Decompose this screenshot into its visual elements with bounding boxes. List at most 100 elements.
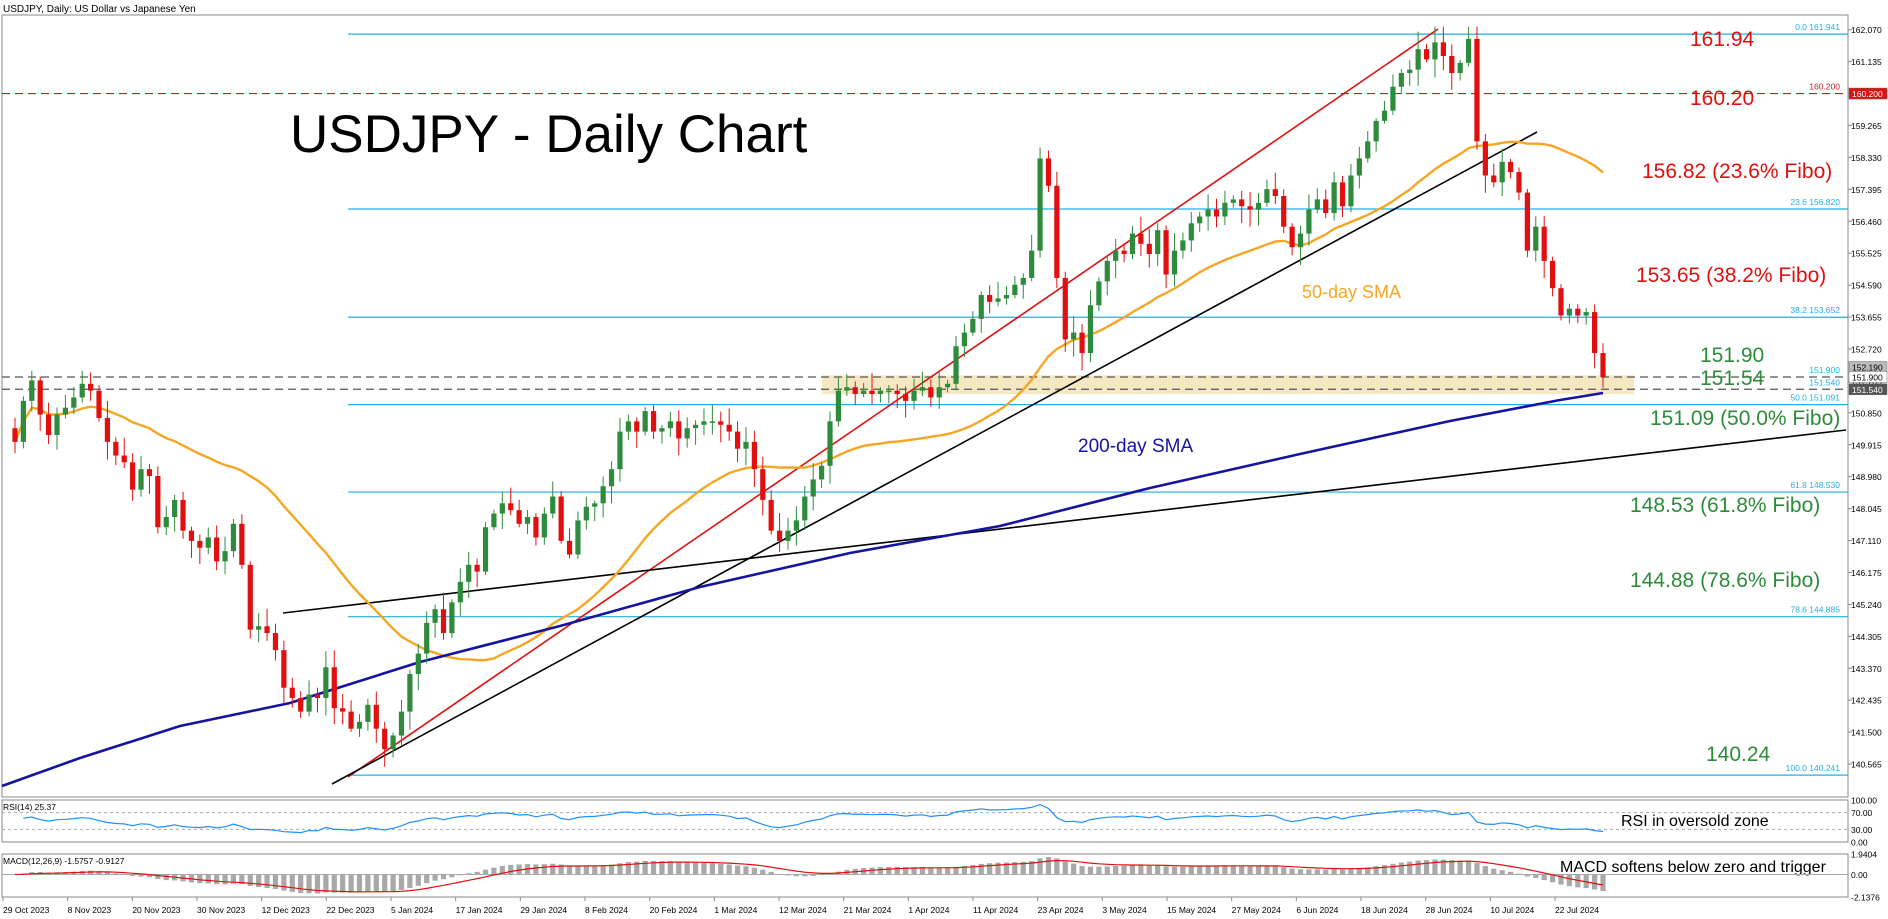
candle — [1549, 260, 1556, 289]
candle — [323, 667, 329, 698]
candle — [1516, 172, 1522, 193]
candle — [331, 667, 337, 709]
candle — [155, 476, 161, 528]
macd-bar — [802, 874, 808, 877]
rsi-header: RSI(14) 25.37 — [3, 802, 56, 812]
rsi-tick-label: 30.00 — [1851, 825, 1873, 835]
macd-bar — [1071, 863, 1077, 875]
candle — [1449, 55, 1455, 74]
candle — [760, 469, 766, 500]
level-fibo-tag-6: 50.0 151.091 — [1790, 393, 1840, 403]
level-label-2: 156.82 (23.6% Fibo) — [1642, 160, 1832, 183]
candle — [911, 390, 917, 401]
candle — [1575, 308, 1581, 316]
candle — [550, 496, 556, 514]
candle — [1113, 250, 1119, 261]
date-tick-label: 29 Jan 2024 — [520, 905, 567, 915]
date-tick-label: 30 Nov 2023 — [197, 905, 245, 915]
macd-bar — [306, 874, 312, 894]
price-tick-label: 154.590 — [1851, 281, 1882, 291]
candle — [1255, 202, 1262, 210]
macd-annotation: MACD softens below zero and trigger — [1560, 859, 1827, 876]
rsi-tick-label: 0.00 — [1851, 838, 1868, 848]
price-tick-label: 148.980 — [1851, 472, 1882, 482]
level-label-6: 151.09 (50.0% Fibo) — [1650, 407, 1840, 430]
macd-bar — [1323, 869, 1329, 875]
candle — [1230, 199, 1236, 203]
macd-bar — [449, 874, 455, 878]
candle — [1054, 185, 1060, 278]
candle — [104, 417, 111, 442]
macd-bar — [331, 874, 337, 893]
candle — [96, 390, 102, 418]
candle — [751, 441, 757, 470]
macd-bar — [1297, 869, 1304, 875]
macd-signal-line — [14, 859, 1604, 893]
candle — [1306, 209, 1312, 234]
candle — [592, 503, 598, 507]
date-tick-label: 18 Jun 2024 — [1361, 905, 1408, 915]
macd-bar — [617, 863, 623, 875]
candle — [642, 411, 648, 432]
candle — [88, 383, 94, 391]
price-tag-label-2: 151.900 — [1852, 372, 1883, 382]
candle — [1482, 141, 1488, 176]
black-uptrend-line — [331, 131, 1538, 785]
price-tick-label: 146.175 — [1851, 568, 1882, 578]
candle — [1533, 226, 1539, 251]
date-tick-label: 5 Jan 2024 — [391, 905, 433, 915]
candle — [928, 387, 934, 398]
candle — [684, 428, 690, 439]
chart-title: USDJPY - Daily Chart — [290, 105, 808, 164]
macd-bar — [482, 869, 489, 875]
macd-bar — [667, 861, 673, 875]
macd-bar — [1549, 874, 1556, 883]
candle — [491, 513, 497, 528]
level-fibo-tag-2: 23.6 156.820 — [1790, 197, 1840, 207]
macd-bar — [390, 874, 396, 892]
candle — [709, 421, 715, 423]
candle — [667, 421, 673, 429]
macd-bar — [96, 871, 102, 875]
date-tick-label: 12 Mar 2024 — [779, 905, 827, 915]
candle — [903, 394, 909, 401]
level-label-0: 161.94 — [1690, 28, 1755, 51]
price-tag-label-3: 151.540 — [1852, 385, 1883, 395]
macd-bar — [1138, 865, 1144, 875]
candle — [726, 424, 732, 432]
candle — [524, 516, 531, 524]
price-tick-label: 152.720 — [1851, 344, 1882, 354]
macd-bar — [1499, 870, 1505, 875]
candles — [12, 26, 1606, 767]
candle — [239, 523, 245, 565]
candle — [785, 530, 791, 541]
macd-bar — [928, 867, 934, 875]
sma200-label: 200-day SMA — [1078, 436, 1193, 457]
macd-bar — [953, 866, 959, 875]
date-tick-label: 3 May 2024 — [1102, 905, 1147, 915]
macd-bar — [1306, 869, 1312, 875]
price-axis: 162.070 161.135 160.200 159.265 158.330 157.3… — [1847, 15, 1888, 797]
black-long-trendline — [282, 429, 1847, 614]
candle — [1205, 209, 1211, 217]
candle — [835, 390, 842, 422]
macd-bar — [1247, 865, 1253, 875]
level-fibo-tag-8: 78.6 144.885 — [1790, 605, 1840, 615]
candle — [180, 499, 186, 531]
date-tick-label: 10 Jul 2024 — [1490, 905, 1534, 915]
candle — [894, 390, 900, 395]
macd-bar — [516, 864, 522, 875]
candle — [575, 520, 581, 555]
candle — [818, 465, 825, 480]
macd-bar — [1373, 866, 1379, 875]
macd-bar — [348, 874, 354, 893]
price-tick-label: 142.435 — [1851, 696, 1882, 706]
macd-bar — [608, 864, 615, 875]
macd-bar — [499, 865, 505, 875]
macd-tick-label: 0.00 — [1851, 870, 1868, 880]
candle — [1440, 42, 1446, 56]
macd-bar — [1423, 860, 1430, 875]
macd-bar — [1600, 874, 1606, 892]
price-tick-label: 153.655 — [1851, 313, 1882, 323]
level-label-1: 160.20 — [1690, 87, 1754, 110]
